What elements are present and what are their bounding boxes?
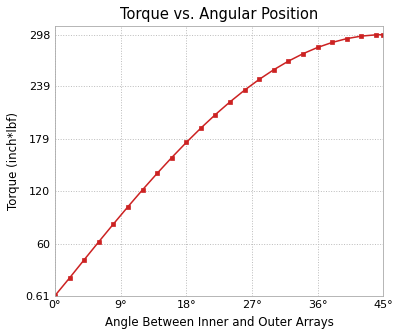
Y-axis label: Torque (inch*lbf): Torque (inch*lbf) (7, 112, 20, 210)
Title: Torque vs. Angular Position: Torque vs. Angular Position (120, 7, 318, 22)
X-axis label: Angle Between Inner and Outer Arrays: Angle Between Inner and Outer Arrays (105, 316, 334, 329)
